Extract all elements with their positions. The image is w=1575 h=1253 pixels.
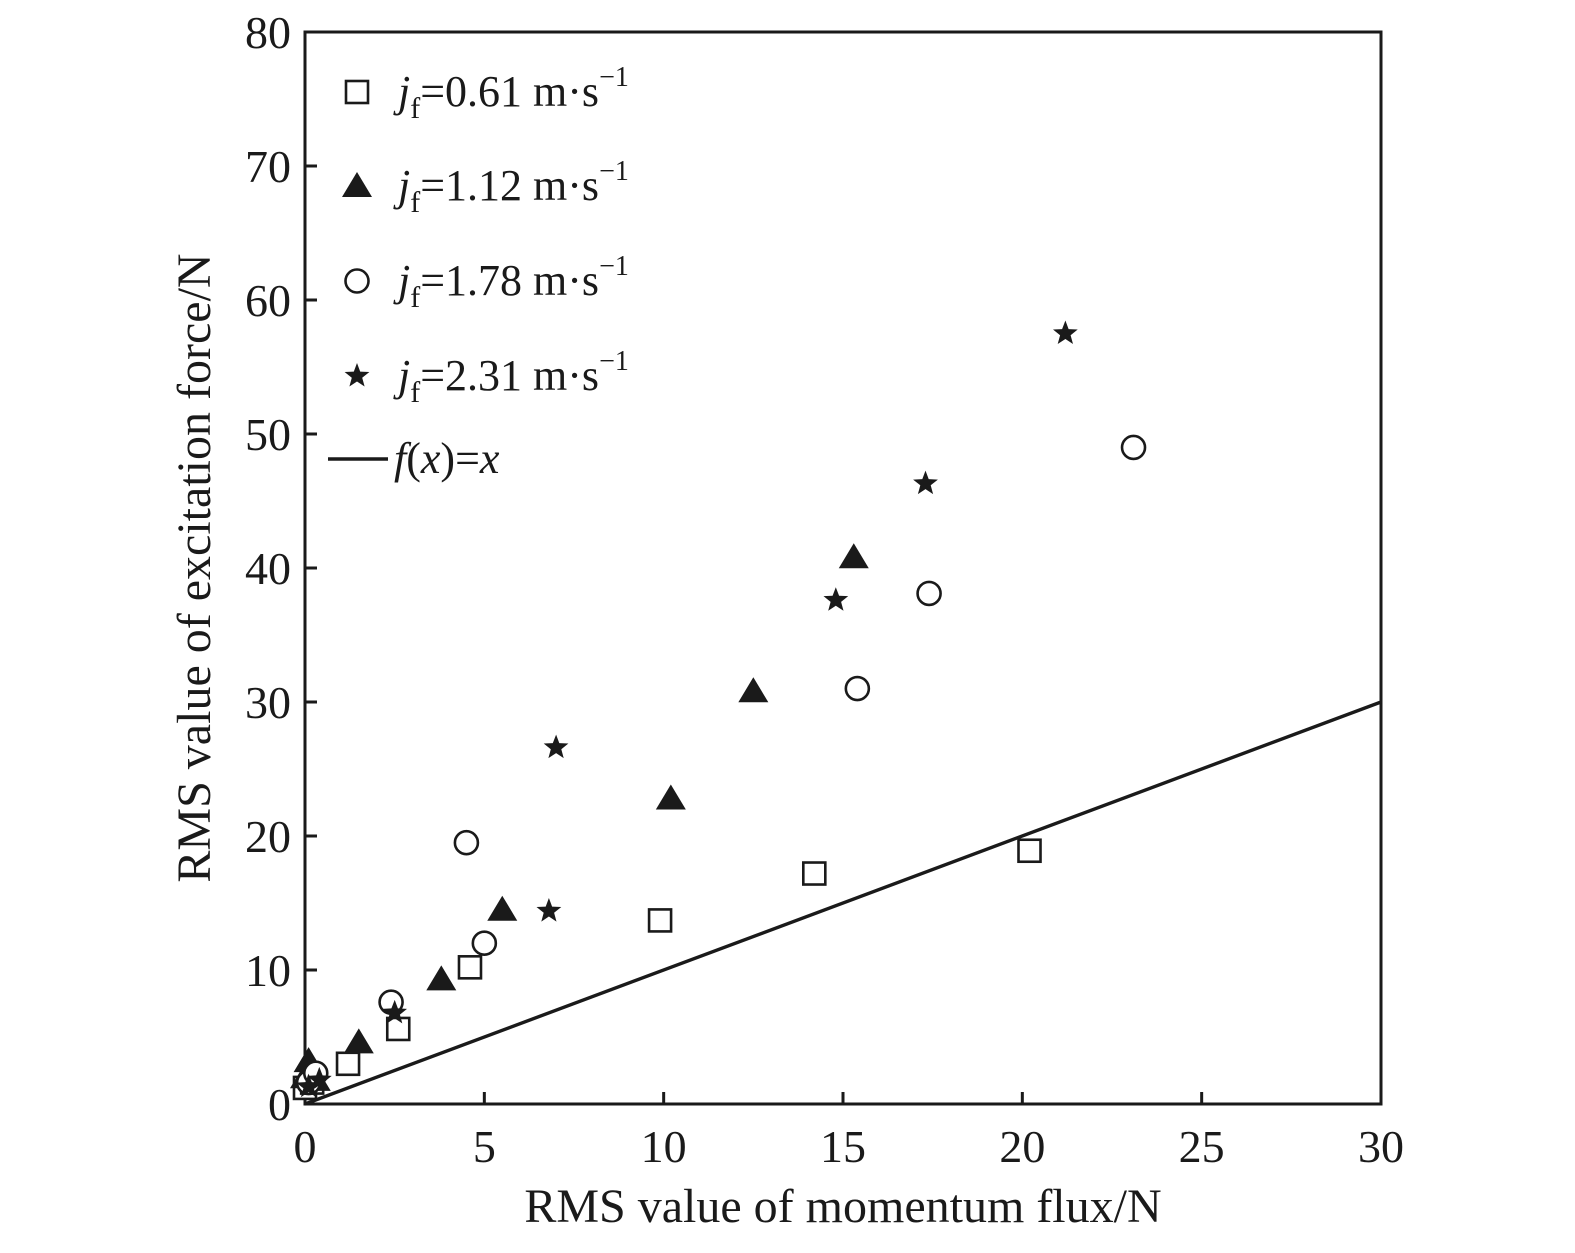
legend-label-3: jf=2.31 m·s−1 [393, 346, 629, 409]
series-2-point-7 [1120, 434, 1147, 461]
series-3-point-0 [296, 1073, 321, 1098]
series-2-point-4 [471, 930, 498, 957]
x-axis-ticks: 0 5 10 15 20 25 30 [294, 1092, 1404, 1172]
series-1-point-3 [343, 1028, 374, 1054]
y-tick-label-7: 70 [245, 141, 291, 192]
legend-marker-0 [344, 79, 370, 105]
series-3-point-3 [536, 898, 562, 922]
series-0-point-6 [802, 861, 827, 886]
series-0-point-7 [1017, 838, 1042, 864]
series-3-point-4 [543, 734, 569, 759]
series-1-point-4 [426, 965, 457, 991]
series-3-point-2 [382, 999, 407, 1024]
reference-line-f-x-equals-x [304, 700, 1382, 1106]
y-axis-ticks: 0 10 20 30 40 50 60 70 80 [245, 7, 317, 1130]
x-tick-label-0: 0 [294, 1121, 317, 1172]
x-tick-label-4: 20 [999, 1121, 1045, 1172]
series-3-point-5 [823, 587, 849, 611]
series-2-point-3 [453, 829, 480, 856]
series-0-point-4 [457, 955, 483, 980]
y-tick-label-3: 30 [245, 677, 291, 728]
legend: jf=0.61 m·s−1 jf=1.12 m·s−1 jf=1.78 m·s−1 j… [328, 62, 629, 483]
x-tick-label-1: 5 [473, 1121, 496, 1172]
series-0-point-2 [335, 1051, 361, 1077]
series-1-point-6 [655, 784, 686, 810]
x-tick-label-3: 15 [820, 1121, 866, 1172]
y-tick-label-2: 20 [245, 811, 291, 862]
legend-label-2: jf=1.78 m·s−1 [393, 251, 629, 314]
y-tick-label-0: 0 [268, 1079, 291, 1130]
x-tick-label-2: 10 [641, 1121, 687, 1172]
legend-label-1: jf=1.12 m·s−1 [393, 156, 629, 219]
y-tick-label-4: 40 [245, 543, 291, 594]
series-2-point-5 [844, 675, 871, 702]
legend-marker-3 [344, 363, 370, 387]
data-markers [290, 320, 1147, 1101]
series-1-point-8 [838, 543, 869, 569]
series-3-point-6 [913, 470, 938, 495]
y-tick-label-1: 10 [245, 945, 291, 996]
y-axis-title: RMS value of excitation force/N [168, 253, 221, 882]
series-1-point-7 [738, 677, 769, 703]
legend-label-0: jf=0.61 m·s−1 [393, 62, 629, 125]
series-0-point-5 [647, 908, 673, 933]
legend-marker-1 [342, 172, 372, 197]
y-tick-label-5: 50 [245, 409, 291, 460]
series-0-point-3 [385, 1016, 411, 1042]
x-axis-title: RMS value of momentum flux/N [524, 1180, 1161, 1233]
x-tick-label-6: 30 [1358, 1121, 1404, 1172]
reference-line-group [304, 700, 1382, 1106]
legend-marker-2 [344, 268, 370, 294]
series-3-point-7 [1053, 320, 1078, 344]
y-tick-label-6: 60 [245, 275, 291, 326]
legend-label-line: f(x)=x [394, 434, 500, 483]
y-tick-label-8: 80 [245, 7, 291, 58]
x-tick-label-5: 25 [1179, 1121, 1225, 1172]
series-3-point-1 [307, 1066, 332, 1091]
series-2-point-6 [916, 580, 942, 607]
series-1-point-5 [487, 895, 518, 921]
